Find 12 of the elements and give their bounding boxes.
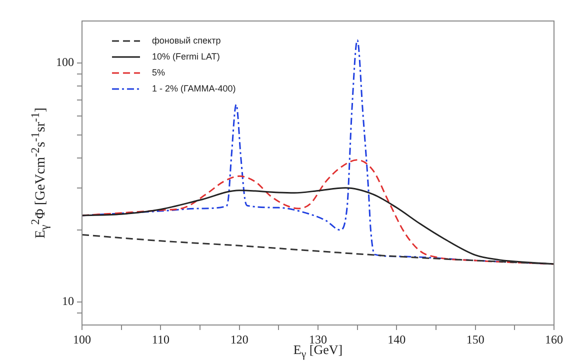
x-tick-label: 120: [230, 332, 248, 346]
x-tick-label: 110: [152, 332, 170, 346]
legend-label: 1 - 2% (ГАММА-400): [152, 83, 236, 94]
x-tick-label: 140: [388, 332, 406, 346]
x-tick-label: 100: [73, 332, 91, 346]
line-series: [82, 187, 554, 265]
x-tick-label: 160: [545, 332, 563, 346]
x-tick-label: 150: [466, 332, 484, 346]
y-tick-label: 10: [62, 294, 74, 308]
legend-label: фоновый спектр: [152, 35, 221, 46]
legend-label: 10% (Fermi LAT): [152, 51, 220, 62]
legend-label: 5%: [152, 67, 166, 78]
